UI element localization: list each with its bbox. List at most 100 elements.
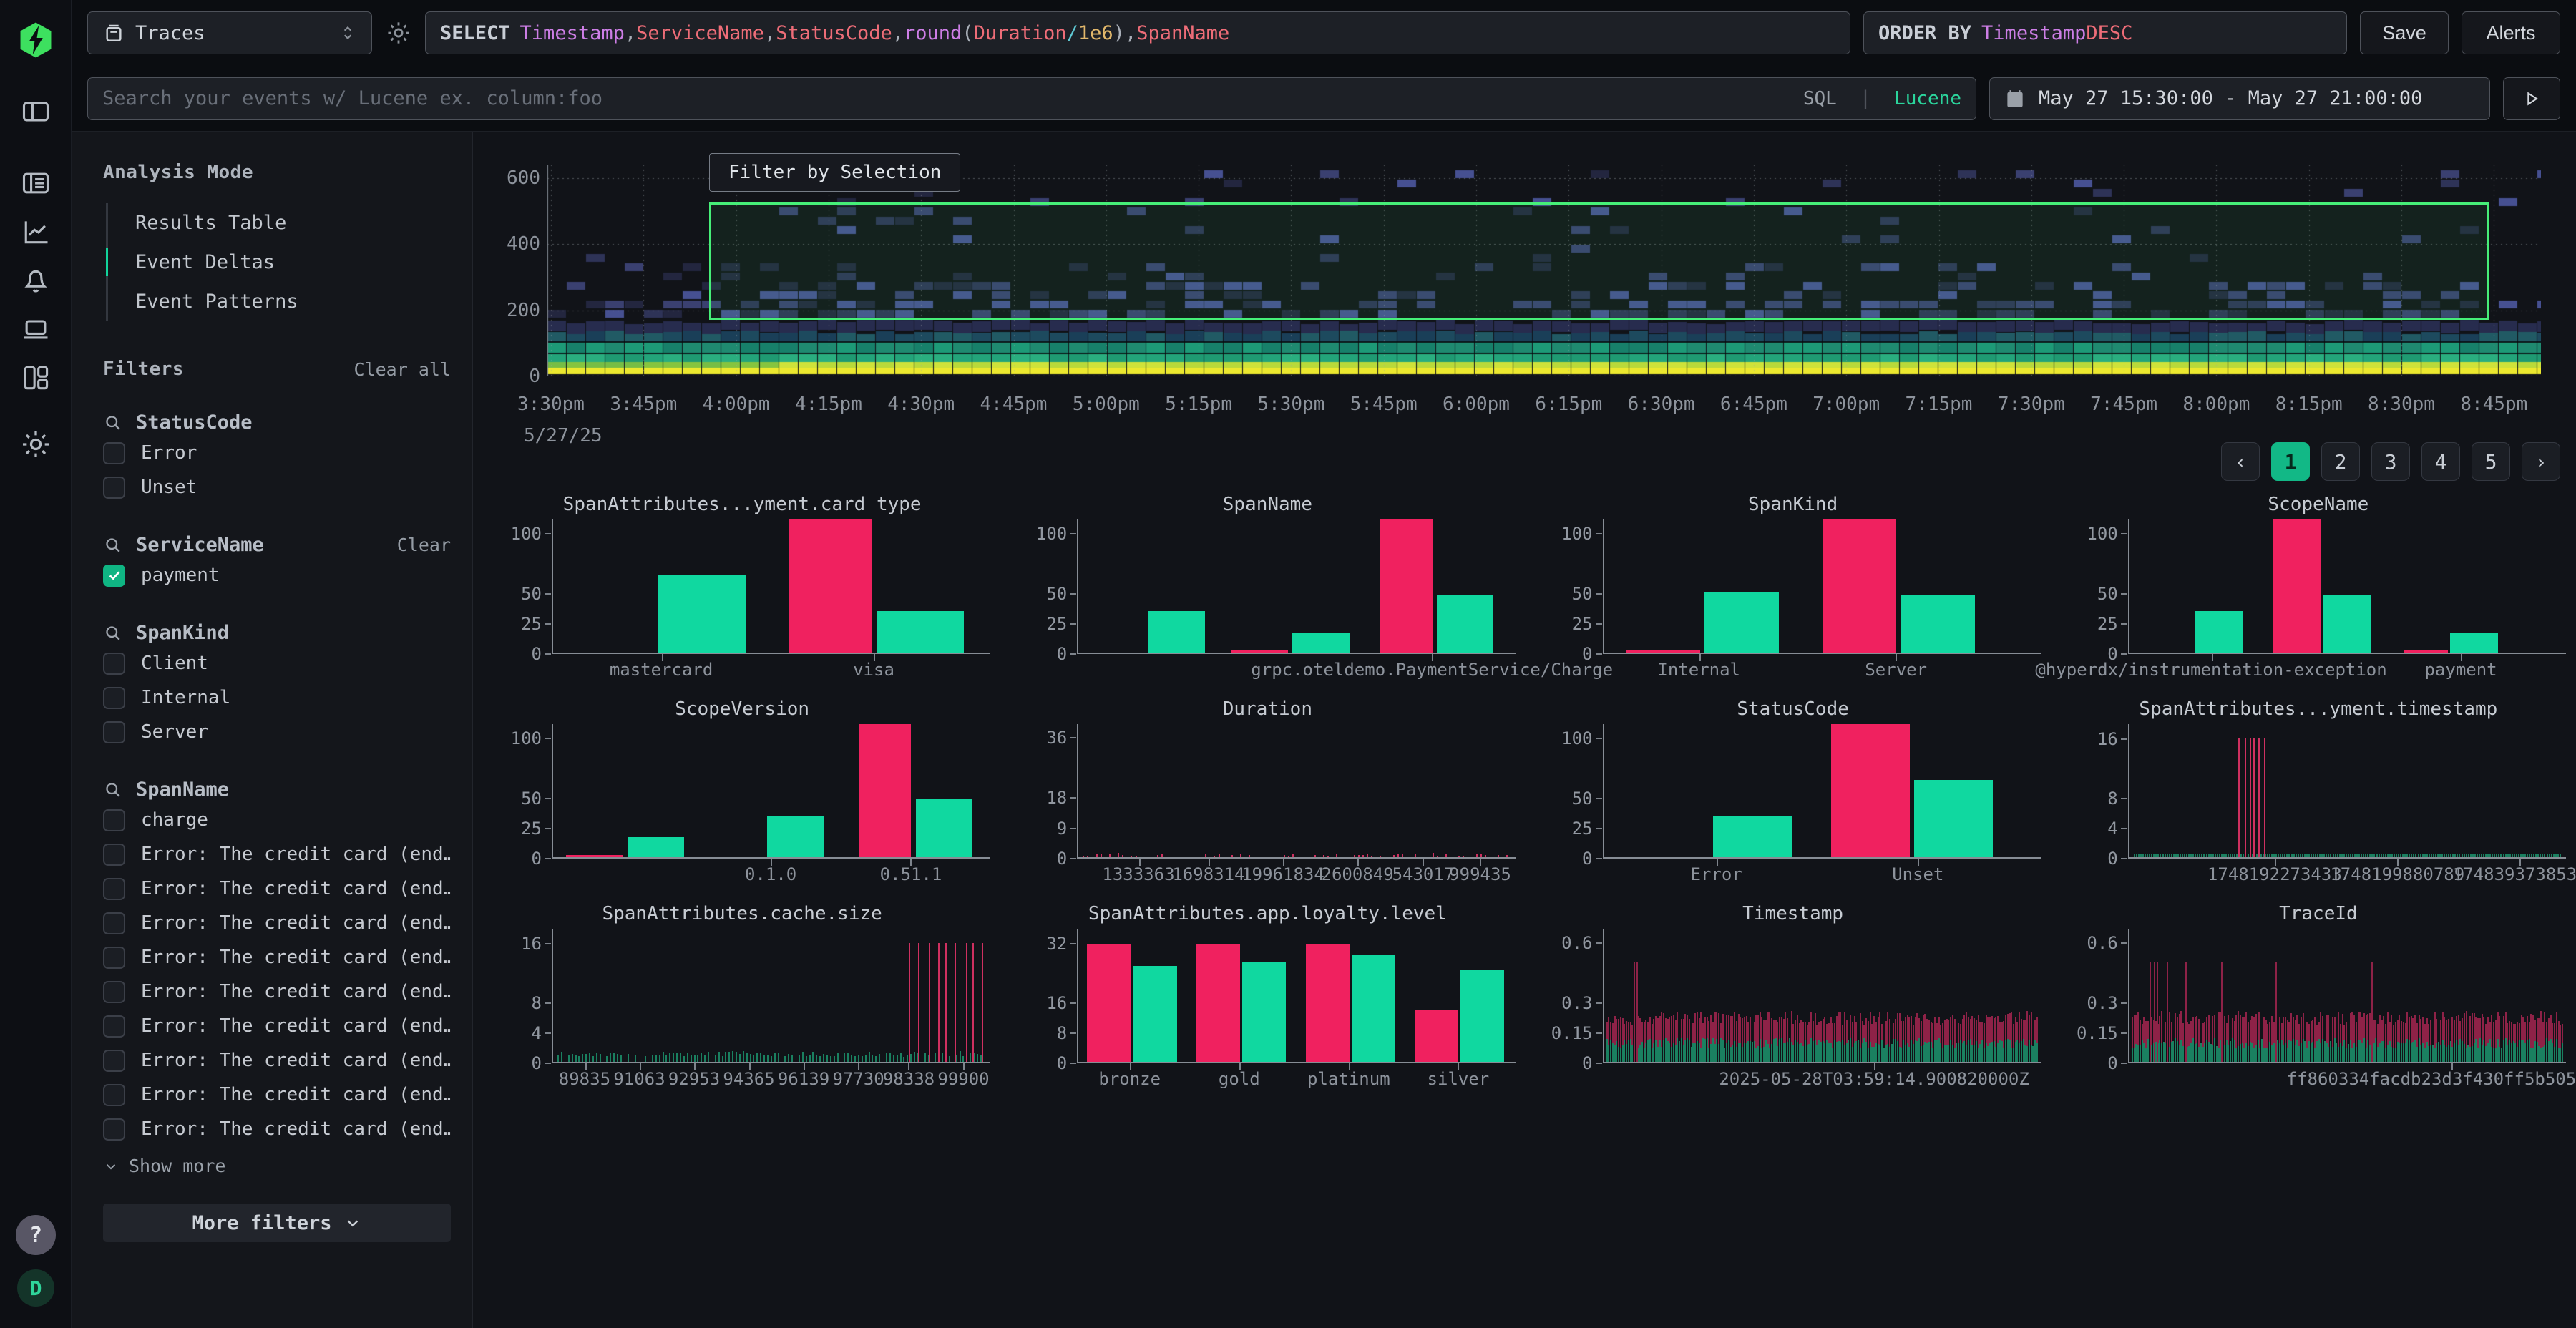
checkbox-unchecked[interactable] <box>103 1015 125 1038</box>
filter-option[interactable]: Error: The credit card (end… <box>103 1011 451 1041</box>
bar-baseline[interactable] <box>1351 954 1395 1062</box>
bar-baseline[interactable] <box>627 836 685 857</box>
filter-option[interactable]: Internal <box>103 683 451 713</box>
filter-option[interactable]: Error: The credit card (end… <box>103 942 451 972</box>
filter-option[interactable]: charge <box>103 805 451 835</box>
bar-baseline[interactable] <box>2450 632 2499 653</box>
checkbox-unchecked[interactable] <box>103 809 125 831</box>
checkbox-unchecked[interactable] <box>103 721 125 743</box>
mini-chart-scopeversion[interactable]: ScopeVersion 0 25 50 100 0.1.0 0.51.1 <box>494 698 990 887</box>
analysis-mode-event-deltas[interactable]: Event Deltas <box>106 243 451 282</box>
filter-option[interactable]: Error: The credit card (end… <box>103 874 451 904</box>
bar-baseline[interactable] <box>767 815 824 857</box>
bar-selected[interactable] <box>1380 519 1433 653</box>
bar-baseline[interactable] <box>2195 610 2243 653</box>
save-button[interactable]: Save <box>2360 11 2449 54</box>
alerts-button[interactable]: Alerts <box>2462 11 2560 54</box>
heatmap-selection-box[interactable] <box>708 202 2489 321</box>
filter-group-clear-link[interactable]: Clear <box>396 534 451 555</box>
pagination-next[interactable]: › <box>2522 442 2560 481</box>
filter-option[interactable]: Unset <box>103 472 451 502</box>
language-toggle-sql[interactable]: SQL <box>1802 87 1837 109</box>
pagination-page-5[interactable]: 5 <box>2472 442 2510 481</box>
panel-toggle-icon[interactable] <box>20 96 52 127</box>
mini-chart-spanattributes-yment-card-type[interactable]: SpanAttributes...yment.card_type 0 25 50 100… <box>494 494 990 683</box>
user-avatar[interactable]: D <box>17 1269 54 1307</box>
mini-chart-spanname[interactable]: SpanName 0 25 50 100 grpc.oteldemo.PaymentSer… <box>1020 494 1613 683</box>
bar-selected[interactable] <box>1231 650 1289 653</box>
dashboards-grid-icon[interactable] <box>20 362 52 394</box>
checkbox-unchecked[interactable] <box>103 877 125 900</box>
mini-chart-traceid[interactable]: TraceId 0 0.15 0.3 0.6 ff860334facdb23d3f430f… <box>2071 903 2576 1092</box>
search-input[interactable]: Search your events w/ Lucene ex. column:… <box>87 77 1976 120</box>
pagination-page-3[interactable]: 3 <box>2371 442 2410 481</box>
bar-selected[interactable] <box>1415 1010 1459 1062</box>
pagination-prev[interactable]: ‹ <box>2221 442 2260 481</box>
source-settings-gear-icon[interactable] <box>385 19 412 47</box>
alerts-bell-icon[interactable] <box>20 265 52 296</box>
hyperdx-logo-icon[interactable] <box>16 20 56 60</box>
checkbox-unchecked[interactable] <box>103 1083 125 1106</box>
source-select[interactable]: Traces <box>87 11 372 54</box>
bar-selected[interactable] <box>566 854 623 857</box>
filter-option[interactable]: Error: The credit card (end… <box>103 1045 451 1075</box>
bar-selected[interactable] <box>1305 943 1350 1062</box>
bar-selected[interactable] <box>1196 943 1241 1062</box>
checkbox-unchecked[interactable] <box>103 441 125 464</box>
bar-selected[interactable] <box>2273 519 2322 653</box>
bar-baseline[interactable] <box>1901 594 1976 653</box>
mini-chart-spanattributes-app-loyalty-level[interactable]: SpanAttributes.app.loyalty.level 0 8 16 32 br… <box>1020 903 1516 1092</box>
order-by-input[interactable]: ORDER BY Timestamp DESC <box>1863 11 2347 54</box>
bar-baseline[interactable] <box>1913 780 1993 857</box>
bar-baseline[interactable] <box>1242 962 1287 1062</box>
sessions-laptop-icon[interactable] <box>20 313 52 345</box>
filter-option[interactable]: payment <box>103 560 451 590</box>
bar-selected[interactable] <box>1626 650 1700 653</box>
bar-baseline[interactable] <box>1460 969 1505 1062</box>
bar-selected[interactable] <box>1822 519 1897 653</box>
date-range-picker[interactable]: May 27 15:30:00 - May 27 21:00:00 <box>1989 77 2490 120</box>
pagination-page-1[interactable]: 1 <box>2271 442 2310 481</box>
checkbox-unchecked[interactable] <box>103 843 125 866</box>
language-toggle-lucene[interactable]: Lucene <box>1894 87 1961 109</box>
checkbox-unchecked[interactable] <box>103 1118 125 1141</box>
settings-gear-icon[interactable] <box>19 428 52 461</box>
pagination-page-4[interactable]: 4 <box>2421 442 2460 481</box>
filter-option[interactable]: Error: The credit card (end… <box>103 1114 451 1144</box>
checkbox-checked[interactable] <box>103 564 125 587</box>
bar-baseline[interactable] <box>876 610 964 653</box>
checkbox-unchecked[interactable] <box>103 652 125 675</box>
filter-option[interactable]: Error: The credit card (end… <box>103 839 451 869</box>
more-filters-button[interactable]: More filters <box>103 1204 451 1242</box>
bar-baseline[interactable] <box>1436 595 1493 653</box>
bar-baseline[interactable] <box>1148 610 1206 653</box>
show-more-link[interactable]: Show more <box>103 1156 451 1176</box>
mini-chart-timestamp[interactable]: Timestamp 0 0.15 0.3 0.6 2025-05-28T03:59:14.… <box>1546 903 2041 1092</box>
chart-explorer-icon[interactable] <box>20 216 52 248</box>
mini-chart-scopename[interactable]: ScopeName 0 25 50 100 @hyperdx/instrumentatio… <box>2035 494 2566 683</box>
mini-chart-spanattributes-yment-timestamp[interactable]: SpanAttributes...yment.timestamp 0 4 8 16 174… <box>2071 698 2576 887</box>
events-heatmap[interactable] <box>547 165 2541 376</box>
help-button[interactable]: ? <box>16 1215 56 1255</box>
filter-by-selection-tooltip[interactable]: Filter by Selection <box>709 153 961 192</box>
bar-baseline[interactable] <box>658 575 746 653</box>
bar-baseline[interactable] <box>1292 632 1350 653</box>
filter-option[interactable]: Error: The credit card (end… <box>103 977 451 1007</box>
run-query-button[interactable] <box>2503 77 2560 120</box>
bar-selected[interactable] <box>1830 724 1910 857</box>
filter-option[interactable]: Error: The credit card (end… <box>103 908 451 938</box>
bar-selected[interactable] <box>1087 943 1131 1062</box>
bar-baseline[interactable] <box>1133 965 1177 1062</box>
analysis-mode-event-patterns[interactable]: Event Patterns <box>135 290 298 313</box>
event-search-icon[interactable] <box>20 167 52 199</box>
checkbox-unchecked[interactable] <box>103 476 125 499</box>
analysis-mode-results-table[interactable]: Results Table <box>135 212 287 234</box>
filter-option[interactable]: Error <box>103 438 451 468</box>
bar-selected[interactable] <box>2404 650 2449 653</box>
filter-option[interactable]: Error: The credit card (end… <box>103 1080 451 1110</box>
checkbox-unchecked[interactable] <box>103 686 125 709</box>
bar-baseline[interactable] <box>1713 815 1792 857</box>
bar-selected[interactable] <box>789 519 872 653</box>
bar-baseline[interactable] <box>1704 592 1779 653</box>
filter-option[interactable]: Client <box>103 648 451 678</box>
